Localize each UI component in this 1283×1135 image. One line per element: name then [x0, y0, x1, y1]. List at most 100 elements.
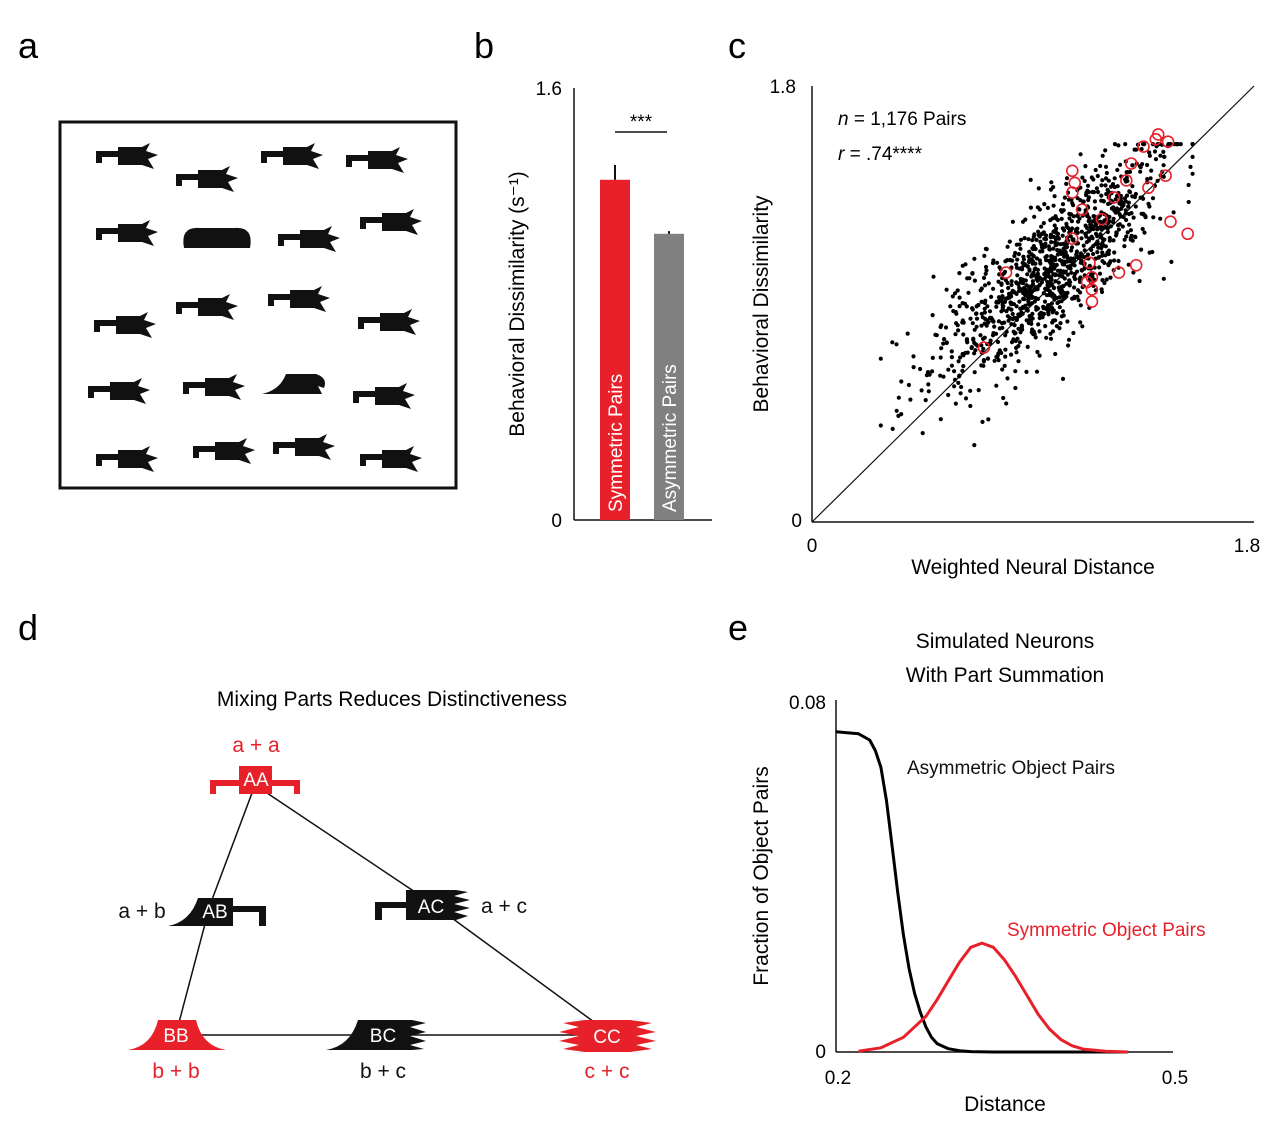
- scatter-point: [1086, 197, 1091, 203]
- scatter-point: [1061, 296, 1066, 302]
- scatter-point: [1056, 280, 1061, 285]
- bc-body: [326, 1020, 426, 1050]
- scatter-point: [1018, 246, 1023, 251]
- stimulus-shape: [193, 438, 255, 464]
- c-xtick-right: 1.8: [1234, 536, 1260, 557]
- scatter-point: [1027, 302, 1032, 307]
- scatter-point: [953, 332, 958, 337]
- scatter-point: [1027, 267, 1032, 272]
- scatter-point: [1134, 147, 1139, 152]
- stimulus-shape: [273, 434, 335, 460]
- scatter-point: [991, 258, 996, 263]
- shape-arm: [353, 391, 375, 403]
- scatter-point: [1013, 331, 1018, 336]
- r-value: = .74****: [844, 144, 922, 165]
- ab-arm: [233, 906, 266, 926]
- bb-sum: b + b: [152, 1060, 199, 1083]
- scatter-point: [1038, 313, 1043, 318]
- scatter-point: [1036, 275, 1042, 280]
- scatter-point: [1080, 324, 1085, 329]
- scatter-point: [1104, 277, 1109, 282]
- shape-arm: [88, 386, 110, 398]
- scatter-point: [1016, 326, 1021, 331]
- scatter-point: [1003, 354, 1008, 359]
- shape-body: [118, 220, 158, 246]
- scatter-point: [1011, 337, 1016, 342]
- scatter-point: [1186, 182, 1191, 188]
- stimulus-shape: [268, 286, 330, 312]
- shape-body: [375, 383, 415, 409]
- highlight-point: [1080, 275, 1094, 289]
- scatter-point: [1112, 142, 1118, 147]
- scatter-point: [1078, 260, 1083, 265]
- scatter-point: [946, 367, 951, 372]
- scatter-point: [1026, 320, 1031, 326]
- scatter-point: [1044, 233, 1049, 238]
- shape-body: [215, 438, 255, 464]
- scatter-point: [1123, 179, 1128, 184]
- scatter-point: [1052, 223, 1057, 228]
- scatter-point: [994, 304, 999, 309]
- scatter-point: [1110, 182, 1116, 187]
- scatter-point: [966, 290, 971, 295]
- shape-arm: [183, 382, 205, 394]
- shape-body: [198, 294, 238, 320]
- scatter-point: [1009, 322, 1014, 327]
- scatter-point: [1112, 250, 1117, 255]
- scatter-point: [1083, 231, 1088, 237]
- scatter-point: [1066, 337, 1072, 342]
- highlight-point: [1142, 181, 1155, 195]
- shape-arm: [96, 454, 118, 466]
- stimulus-shape: [183, 227, 251, 248]
- stimulus-shape: [346, 147, 408, 173]
- scatter-point: [964, 304, 969, 309]
- scatter-point: [1010, 317, 1016, 322]
- scatter-point: [1000, 367, 1005, 372]
- scatter-point: [996, 279, 1001, 284]
- stimulus-shape: [278, 226, 340, 252]
- scatter-point: [982, 253, 987, 258]
- scatter-point: [1075, 213, 1080, 218]
- edge-ac-cc: [429, 901, 606, 1031]
- scatter-point: [1037, 353, 1042, 358]
- scatter-point: [1020, 265, 1025, 270]
- scatter-point: [1106, 178, 1111, 183]
- scatter-point: [1065, 290, 1070, 295]
- scatter-point: [1035, 349, 1040, 355]
- scatter-point: [1083, 164, 1088, 169]
- ac-label: AC: [418, 897, 444, 918]
- e-series-lines: [835, 730, 1129, 1054]
- scatter-point: [961, 320, 966, 325]
- scatter-point: [960, 368, 965, 373]
- stimulus-shape: [96, 220, 158, 246]
- highlight-point: [1181, 227, 1194, 241]
- scatter-point: [1075, 288, 1081, 293]
- scatter-point: [1099, 220, 1104, 225]
- scatter-point: [1074, 252, 1079, 257]
- bb-body: [128, 1020, 226, 1050]
- scatter-point: [1114, 231, 1119, 236]
- scatter-point: [1017, 340, 1023, 345]
- scatter-point: [1031, 254, 1036, 259]
- scatter-point: [1125, 170, 1130, 175]
- scatter-point: [1147, 153, 1152, 158]
- scatter-point: [1025, 344, 1030, 349]
- scatter-point: [1009, 307, 1014, 312]
- scatter-point: [1059, 216, 1064, 221]
- scatter-point: [952, 291, 958, 296]
- stimulus-shape: [262, 374, 325, 394]
- scatter-point: [1050, 216, 1055, 221]
- scatter-point: [1099, 287, 1104, 292]
- shape-body: [118, 446, 158, 472]
- scatter-point: [1087, 263, 1092, 268]
- shape-body: [118, 143, 158, 169]
- scatter-point: [970, 306, 975, 311]
- edge-aa-ac: [254, 784, 431, 903]
- scatter-point: [1027, 285, 1032, 290]
- scatter-point: [1018, 276, 1023, 282]
- scatter-point: [923, 398, 928, 403]
- scatter-point: [1060, 262, 1065, 267]
- scatter-point: [1057, 248, 1062, 253]
- scatter-point: [1016, 252, 1022, 257]
